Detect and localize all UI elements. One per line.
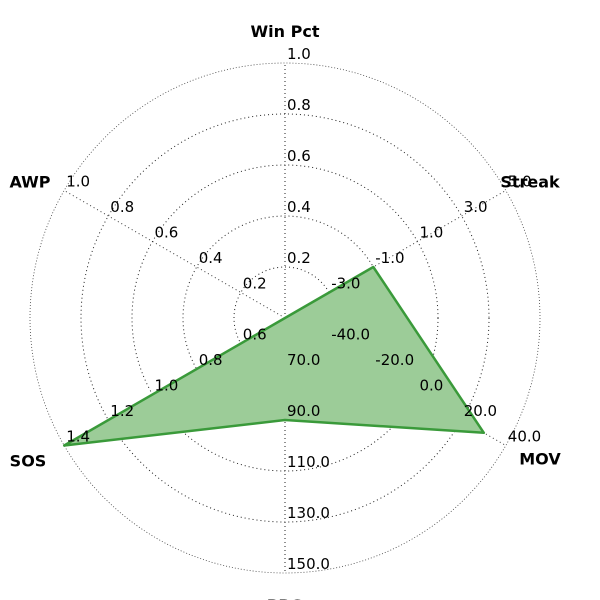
tick-label: -1.0	[375, 249, 404, 267]
tick-label: 130.0	[287, 504, 330, 522]
tick-label: 0.8	[110, 198, 134, 216]
axis-title: SOS	[10, 452, 47, 471]
tick-label: -40.0	[331, 326, 370, 344]
tick-label: 1.0	[420, 224, 444, 242]
tick-label: 1.4	[66, 428, 90, 446]
radar-series	[62, 265, 486, 447]
axis-spoke	[284, 190, 507, 319]
tick-label: 90.0	[287, 402, 320, 420]
tick-labels: 0.2 0.4 0.6 0.8 1.0 -3.0 -1.0 1.0 3.0 5.0 -40.0 -20…	[66, 45, 541, 573]
grid-ring	[29, 62, 541, 574]
axis-title: AWP	[9, 173, 50, 192]
tick-label: 20.0	[464, 402, 497, 420]
tick-label: 1.2	[110, 402, 134, 420]
tick-label: -3.0	[331, 275, 360, 293]
tick-label: 1.0	[66, 173, 90, 191]
tick-label: 3.0	[464, 198, 488, 216]
axis-spoke	[63, 190, 286, 319]
tick-label: 110.0	[287, 453, 330, 471]
tick-label: 0.2	[243, 275, 267, 293]
tick-label: 1.0	[155, 377, 179, 395]
tick-label: 0.6	[243, 326, 267, 344]
tick-label: 150.0	[287, 555, 330, 573]
axis-title: PPG	[267, 596, 304, 600]
tick-label: 0.4	[199, 249, 223, 267]
axis-title: Streak	[500, 173, 560, 192]
axis-title: MOV	[519, 450, 561, 469]
tick-label: 0.6	[155, 224, 179, 242]
tick-label: 0.8	[199, 351, 223, 369]
tick-label: 1.0	[287, 45, 311, 63]
tick-label: -20.0	[375, 351, 414, 369]
axis-titles: Win Pct Streak MOV PPG SOS AWP	[9, 22, 561, 600]
tick-label: 40.0	[508, 428, 541, 446]
tick-label: 0.8	[287, 96, 311, 114]
tick-label: 0.4	[287, 198, 311, 216]
tick-label: 70.0	[287, 351, 320, 369]
tick-label: 0.6	[287, 147, 311, 165]
tick-label: 0.0	[420, 377, 444, 395]
tick-label: 0.2	[287, 249, 311, 267]
axis-title: Win Pct	[251, 22, 320, 41]
series-area	[62, 265, 486, 447]
tick-label: 5.0	[508, 173, 532, 191]
